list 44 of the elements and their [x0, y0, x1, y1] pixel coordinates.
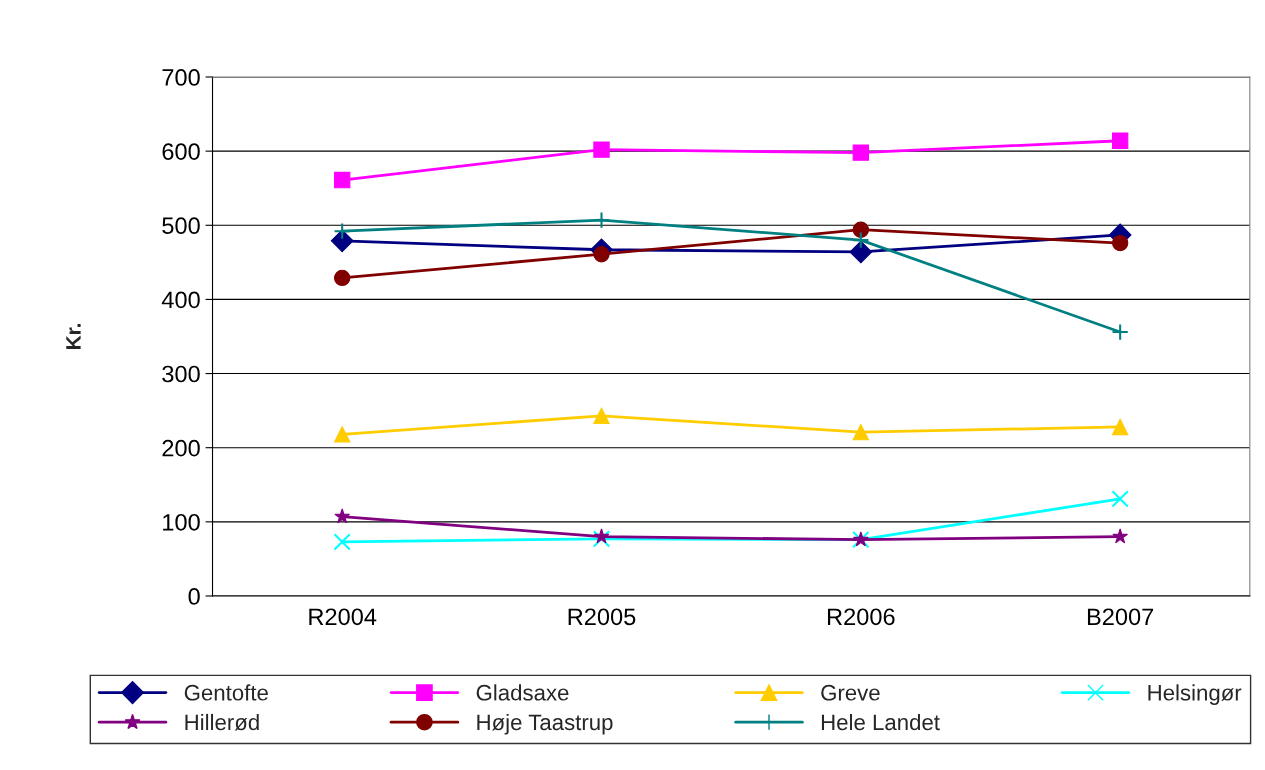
point [1112, 528, 1128, 544]
point [593, 528, 610, 544]
point [333, 171, 351, 189]
point [852, 423, 870, 441]
point [1111, 234, 1129, 252]
x-tick-label: B2007 [1087, 608, 1154, 626]
point [852, 231, 870, 249]
legend-label: Helsingør [1148, 684, 1242, 705]
point [333, 222, 351, 240]
legend-label: Gladsaxe [476, 684, 569, 701]
point [852, 221, 870, 238]
point [592, 530, 611, 548]
point [333, 426, 351, 443]
legend-label: Gentofte [184, 684, 268, 701]
legend-label: Hillerød [185, 713, 259, 731]
y-tick-label: 100 [163, 513, 200, 531]
legend-label: Høje Taastrup [477, 713, 613, 735]
point [593, 141, 610, 158]
x-tick-label: R2004 [309, 608, 377, 626]
y-tick-label: 200 [162, 439, 200, 457]
y-tick-label: 0 [188, 588, 200, 605]
point [333, 533, 351, 551]
point [849, 240, 873, 264]
point [593, 246, 610, 263]
y-tick-label: 500 [162, 217, 200, 235]
point [1111, 490, 1129, 508]
x-tick-label: R2005 [568, 608, 636, 626]
point [852, 144, 870, 161]
legend-label: Hele Landet [821, 713, 940, 731]
y-axis-title: Kr. [66, 324, 81, 349]
point [330, 229, 354, 253]
point [593, 407, 610, 425]
y-tick-label: 600 [162, 143, 200, 160]
y-tick-label: 300 [162, 365, 200, 383]
point [1111, 323, 1129, 341]
point [334, 508, 351, 524]
point [333, 269, 351, 287]
y-tick-label: 400 [161, 291, 200, 309]
point [1111, 132, 1129, 149]
legend-label: Greve [821, 684, 880, 701]
point [1111, 418, 1129, 436]
x-tick-label: R2006 [827, 608, 895, 626]
point [592, 211, 611, 229]
y-tick-label: 700 [162, 69, 200, 86]
